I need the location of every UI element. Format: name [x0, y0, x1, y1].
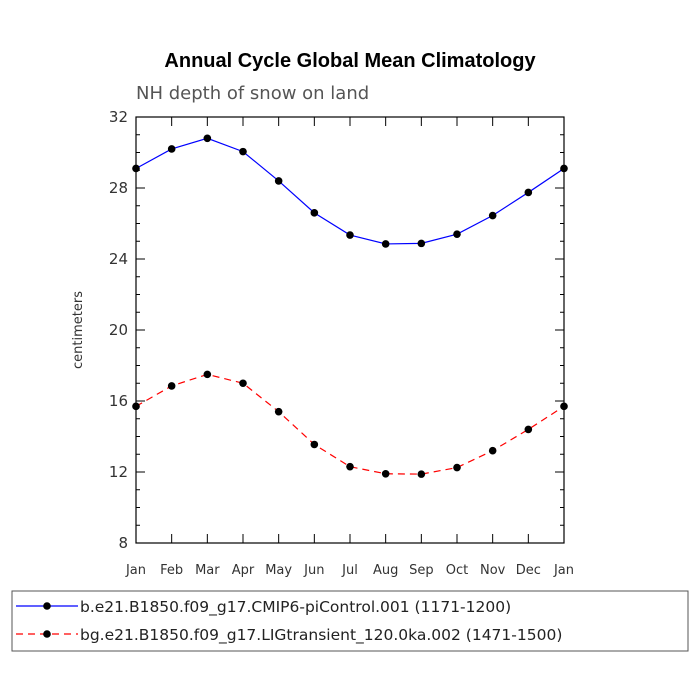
y-tick-label: 24 — [109, 250, 128, 268]
y-tick-label: 12 — [109, 463, 128, 481]
data-point-series-2 — [453, 463, 461, 472]
x-tick-label: Mar — [195, 563, 220, 578]
data-point-series-1 — [167, 145, 176, 153]
data-point-series-2 — [381, 469, 390, 478]
plot-frame — [135, 116, 565, 544]
chart-subtitle: NH depth of snow on land — [136, 83, 369, 104]
series-line-2 — [135, 373, 565, 475]
data-point-series-1 — [132, 164, 140, 173]
y-tick-label: 28 — [109, 179, 128, 197]
data-point-series-1 — [203, 134, 212, 143]
data-point-series-2 — [203, 370, 212, 379]
data-point-series-2 — [239, 379, 247, 388]
y-tick-label: 16 — [109, 392, 128, 410]
data-point-series-2 — [167, 382, 176, 390]
y-tick-label: 8 — [118, 534, 128, 552]
data-point-series-1 — [381, 240, 390, 248]
data-point-series-1 — [488, 211, 497, 220]
data-point-series-2 — [310, 440, 319, 449]
data-point-series-2 — [524, 425, 533, 434]
x-tick-label: Aug — [373, 563, 398, 578]
data-point-series-2 — [274, 407, 283, 416]
x-tick-label: Jan — [553, 563, 574, 578]
x-tick-label: Nov — [480, 563, 506, 578]
legend-marker-1 — [43, 602, 51, 610]
data-point-series-1 — [417, 239, 426, 248]
x-tick-label: Jan — [125, 563, 146, 578]
data-point-series-1 — [310, 209, 319, 217]
plot-area: 8 12 16 20 24 28 32 Jan Feb Mar Apr May Jun Jul Aug Sep… — [109, 108, 574, 578]
data-point-series-2 — [417, 470, 426, 478]
legend-box — [11, 590, 689, 652]
data-point-series-2 — [346, 462, 354, 471]
legend-label-1: b.e21.B1850.f09_g17.CMIP6-piControl.001 … — [80, 598, 511, 617]
data-point-series-2 — [132, 402, 140, 411]
chart-title: Annual Cycle Global Mean Climatology — [164, 50, 536, 72]
data-point-series-1 — [274, 177, 283, 185]
x-tick-label: Oct — [446, 563, 468, 578]
y-tick-label: 20 — [109, 321, 128, 339]
x-tick-label: Dec — [516, 563, 541, 578]
data-point-series-1 — [524, 188, 533, 197]
x-tick-label: Feb — [160, 563, 183, 578]
data-point-series-1 — [239, 147, 247, 156]
data-point-series-2 — [488, 446, 497, 455]
y-tick-label: 32 — [109, 108, 128, 126]
x-tick-label: Apr — [232, 563, 255, 578]
data-point-series-1 — [560, 164, 568, 173]
data-point-series-1 — [453, 230, 461, 238]
data-point-series-2 — [560, 402, 568, 411]
legend: b.e21.B1850.f09_g17.CMIP6-piControl.001 … — [11, 590, 689, 652]
legend-marker-2 — [43, 630, 51, 638]
series-line-1 — [135, 137, 565, 245]
x-tick-label: Jul — [341, 563, 358, 578]
x-tick-label: Jun — [303, 563, 324, 578]
legend-label-2: bg.e21.B1850.f09_g17.LIGtransient_120.0k… — [80, 626, 562, 645]
data-point-series-1 — [346, 231, 354, 239]
y-axis-label: centimeters — [71, 291, 86, 369]
x-tick-label: May — [265, 563, 292, 578]
x-tick-label: Sep — [409, 563, 434, 578]
